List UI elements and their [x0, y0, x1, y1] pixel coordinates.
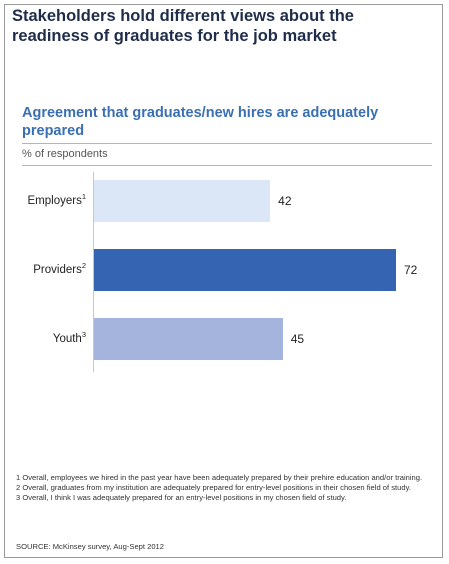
footnote-1: 1 Overall, employees we hired in the pas…: [16, 473, 423, 482]
category-label-youth: Youth3: [52, 330, 86, 345]
footnote-3: 3 Overall, I think I was adequately prep…: [16, 493, 347, 502]
footnote-marker: 1: [81, 192, 86, 202]
footnote-2: 2 Overall, graduates from my institution…: [16, 483, 411, 492]
bar-youth: [94, 318, 283, 360]
footnote-marker: 3: [81, 330, 86, 340]
headline: Stakeholders hold different views about …: [12, 7, 354, 45]
footnote-marker: 2: [81, 261, 86, 271]
bar-employers: [94, 180, 271, 222]
footnotes: 1 Overall, employees we hired in the pas…: [16, 473, 436, 503]
bar-providers: [94, 249, 396, 291]
category-axis-line: [93, 172, 94, 372]
chart-frame: [4, 4, 443, 558]
value-label-providers: 72: [404, 263, 418, 277]
category-label-providers: Providers2: [33, 261, 86, 276]
value-label-employers: 42: [278, 194, 292, 208]
chart-title: Agreement that graduates/new hires are a…: [22, 105, 379, 139]
unit-label: % of respondents: [22, 148, 108, 160]
title-divider: [22, 143, 432, 144]
unit-divider: [22, 165, 432, 166]
source-note: SOURCE: McKinsey survey, Aug-Sept 2012: [16, 542, 164, 551]
category-label-employers: Employers1: [27, 192, 87, 207]
value-label-youth: 45: [290, 332, 305, 346]
